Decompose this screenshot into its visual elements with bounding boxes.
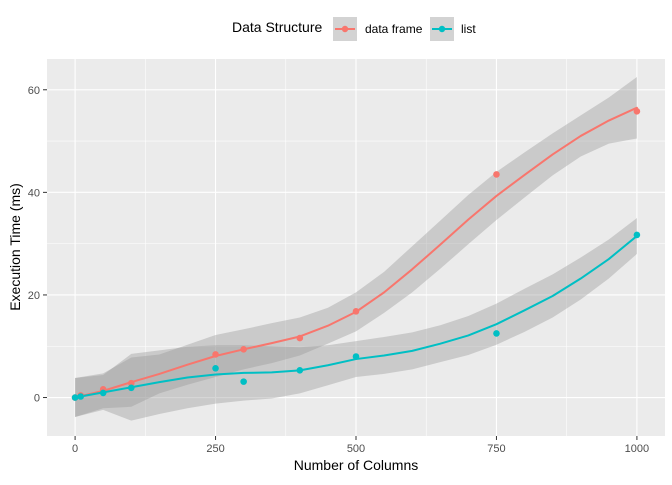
data-point-list [352, 353, 360, 360]
data-point-data-frame [296, 334, 304, 342]
y-axis: 0 20 40 60 [28, 85, 47, 405]
legend-key-point-data-frame [341, 25, 349, 33]
y-tick-label: 0 [34, 393, 40, 405]
x-axis: 0 250 500 750 1000 [72, 436, 649, 455]
y-tick-label: 40 [28, 187, 40, 199]
legend-label-list: list [461, 22, 476, 36]
y-tick-label: 60 [28, 85, 40, 97]
legend-key-point-list [438, 25, 446, 33]
data-point-list [633, 231, 641, 239]
data-point-data-frame [212, 351, 219, 358]
data-point-list [240, 378, 247, 385]
y-tick-label: 20 [28, 290, 40, 302]
data-point-list [127, 384, 135, 392]
data-point-list [99, 389, 107, 397]
legend-item-list[interactable]: list [430, 17, 476, 41]
legend-title: Data Structure [232, 19, 322, 35]
x-tick-label: 750 [487, 443, 505, 455]
grid-major [47, 59, 665, 436]
legend-label-data-frame: data frame [365, 22, 423, 36]
data-points [71, 108, 641, 401]
x-axis-title: Number of Columns [294, 457, 419, 473]
x-tick-label: 1000 [625, 443, 649, 455]
data-point-list [296, 367, 304, 374]
data-point-list [493, 330, 500, 337]
legend-item-data-frame[interactable]: data frame [333, 17, 423, 41]
x-tick-label: 250 [206, 443, 224, 455]
y-axis-title: Execution Time (ms) [7, 183, 23, 311]
data-point-data-frame [240, 346, 247, 353]
x-tick-label: 500 [347, 443, 365, 455]
data-point-data-frame [493, 171, 500, 178]
data-point-data-frame [352, 308, 360, 315]
data-point-list [77, 393, 85, 400]
data-point-data-frame [633, 108, 641, 115]
legend: Data Structure data frame list [232, 17, 476, 41]
data-point-data-frame [127, 379, 135, 387]
data-point-list [71, 394, 79, 401]
data-point-list [212, 364, 219, 372]
x-tick-label: 0 [72, 443, 78, 455]
